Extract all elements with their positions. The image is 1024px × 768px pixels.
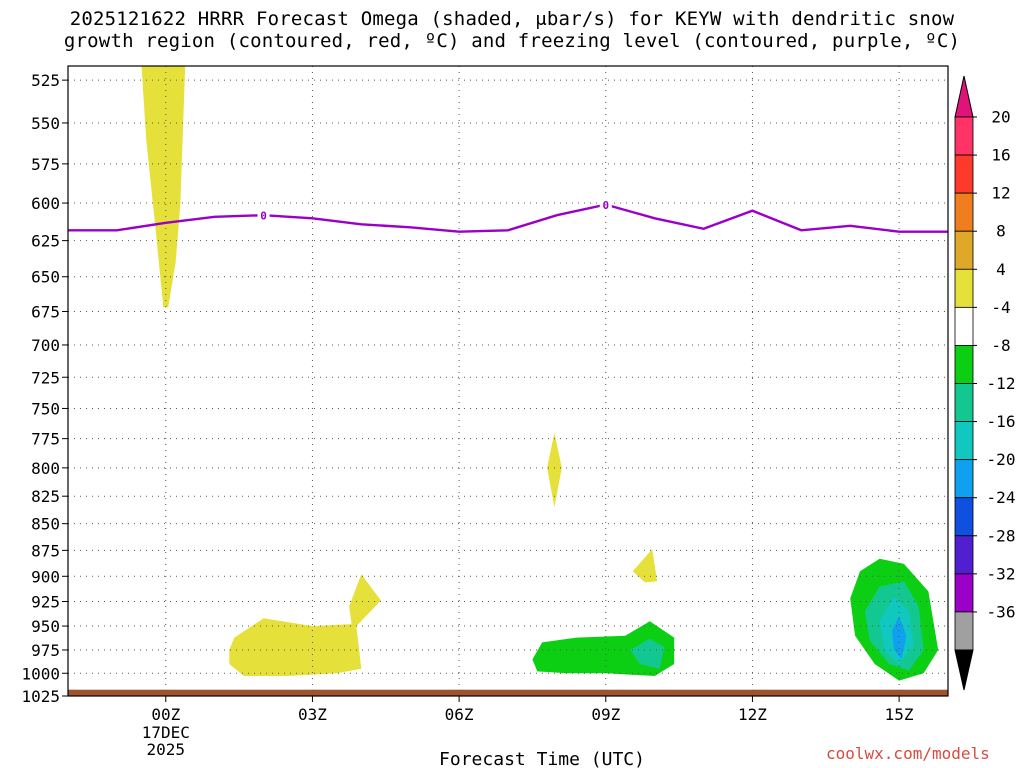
omega-region — [229, 574, 381, 676]
colorbar-label: -12 — [987, 374, 1016, 393]
chart-title: 2025121622 HRRR Forecast Omega (shaded, … — [0, 8, 1024, 52]
colorbar-swatch — [954, 383, 974, 422]
colorbar-swatch — [954, 154, 974, 194]
y-tick-label: 850 — [31, 515, 60, 534]
colorbar-swatch — [954, 192, 974, 232]
colorbar-swatch — [954, 306, 974, 346]
x-tick-label: 06Z — [445, 705, 474, 724]
chart-title-line-1: 2025121622 HRRR Forecast Omega (shaded, … — [69, 8, 955, 30]
y-tick-label: 575 — [31, 155, 60, 174]
y-tick-label: 925 — [31, 593, 60, 612]
chart-title-line-2: growth region (contoured, red, ºC) and f… — [63, 30, 961, 52]
omega-region — [632, 549, 658, 583]
y-tick-label: 1000 — [21, 664, 60, 683]
colorbar-swatch — [954, 611, 974, 651]
colorbar-label: -36 — [987, 602, 1016, 621]
x-tick-sublabel: 17DEC — [142, 723, 190, 742]
colorbar-swatch — [954, 421, 974, 461]
y-tick-label: 700 — [31, 336, 60, 355]
x-tick-label: 12Z — [738, 705, 767, 724]
x-tick-label: 00Z — [151, 705, 180, 724]
colorbar-swatch — [954, 268, 974, 308]
site-credit[interactable]: coolwx.com/models — [826, 744, 990, 763]
y-tick-label: 825 — [31, 487, 60, 506]
colorbar-swatch — [954, 497, 974, 537]
plot-area: 00 — [68, 66, 948, 696]
y-tick-label: 725 — [31, 368, 60, 387]
colorbar-label: -4 — [991, 298, 1010, 317]
y-tick-label: 1025 — [21, 687, 60, 706]
colorbar-swatch — [954, 459, 974, 499]
freezing-label-bg — [599, 197, 612, 212]
y-tick-label: 900 — [31, 567, 60, 586]
y-tick-label: 625 — [31, 232, 60, 251]
colorbar-label: -16 — [987, 412, 1016, 431]
omega-region — [141, 66, 186, 308]
colorbar-swatch — [954, 345, 974, 384]
y-tick-label: 975 — [31, 641, 60, 660]
omega-region — [891, 616, 907, 660]
y-tick-label: 675 — [31, 302, 60, 321]
colorbar-label: -32 — [987, 564, 1016, 583]
colorbar-label: 8 — [996, 222, 1006, 241]
freezing-level-label: 0 — [260, 210, 267, 223]
x-tick-sublabel: 2025 — [147, 740, 186, 759]
plot-frame — [67, 65, 949, 697]
freezing-level-label: 0 — [602, 199, 609, 212]
surface-band — [68, 689, 948, 696]
colorbar-label: 16 — [991, 146, 1010, 165]
colorbar-label: 20 — [991, 108, 1010, 127]
colorbar-label: -20 — [987, 450, 1016, 469]
y-tick-label: 600 — [31, 194, 60, 213]
colorbar-label: 12 — [991, 184, 1010, 203]
colorbar-swatch — [954, 573, 974, 613]
x-axis-title: Forecast Time (UTC) — [439, 749, 645, 768]
y-tick-label: 875 — [31, 541, 60, 560]
colorbar-swatch — [954, 535, 974, 575]
y-tick-label: 800 — [31, 459, 60, 478]
colorbar-label: 4 — [996, 260, 1006, 279]
omega-region — [547, 432, 562, 508]
colorbar-label: -24 — [987, 488, 1016, 507]
y-tick-label: 650 — [31, 268, 60, 287]
freezing-level-line — [68, 203, 948, 233]
omega-region — [630, 638, 665, 669]
x-tick-label: 15Z — [885, 705, 914, 724]
omega-region — [532, 621, 675, 676]
colorbar-bottom-arrow — [954, 649, 974, 691]
freezing-label-bg — [257, 208, 270, 223]
colorbar-swatch — [954, 116, 974, 156]
colorbar-top-arrow — [954, 75, 974, 118]
y-tick-label: 775 — [31, 430, 60, 449]
y-tick-label: 525 — [31, 71, 60, 90]
x-tick-label: 09Z — [591, 705, 620, 724]
y-tick-label: 550 — [31, 114, 60, 133]
y-tick-label: 750 — [31, 399, 60, 418]
y-tick-label: 950 — [31, 617, 60, 636]
colorbar-label: -8 — [991, 336, 1010, 355]
colorbar-swatch — [954, 230, 974, 270]
x-tick-label: 03Z — [298, 705, 327, 724]
colorbar-label: -28 — [987, 526, 1016, 545]
